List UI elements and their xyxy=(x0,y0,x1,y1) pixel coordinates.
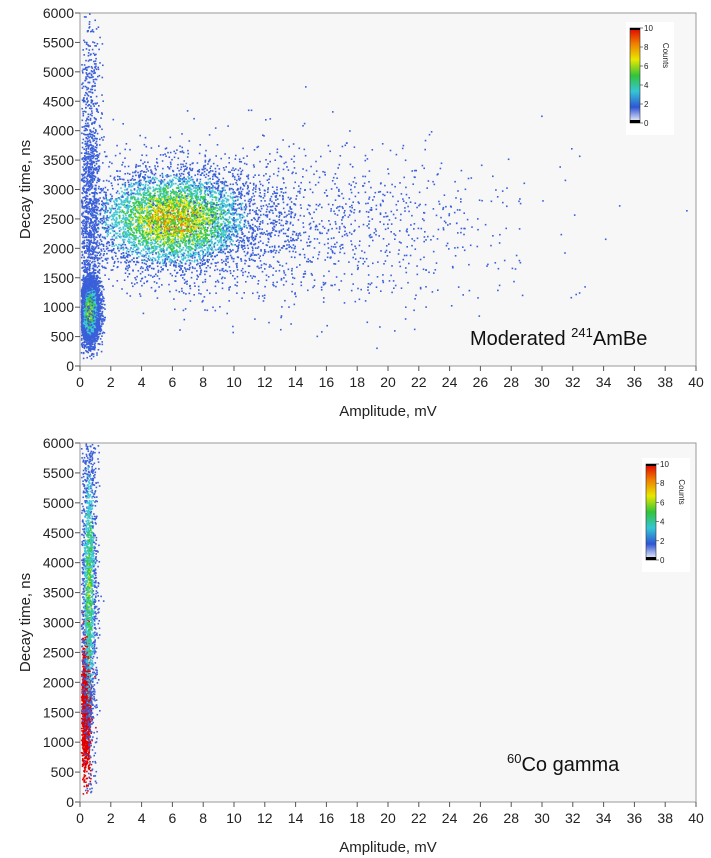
x-tick-label: 40 xyxy=(688,810,704,826)
colorbar-gradient xyxy=(629,27,641,124)
x-tick-label: 8 xyxy=(199,374,207,390)
y-tick-label: 2500 xyxy=(43,644,74,660)
x-tick-label: 10 xyxy=(226,810,242,826)
colorbar-tick-label: 8 xyxy=(644,43,649,52)
x-tick-label: 30 xyxy=(534,810,550,826)
x-tick-label: 28 xyxy=(503,810,519,826)
y-tick-label: 1500 xyxy=(43,270,74,286)
x-tick-label: 30 xyxy=(534,374,550,390)
colorbar: 0 2 4 6 8 10 Counts xyxy=(642,458,690,572)
x-tick-label: 36 xyxy=(627,810,643,826)
x-tick-label: 34 xyxy=(596,374,612,390)
x-tick-label: 22 xyxy=(411,374,427,390)
y-tick-label: 500 xyxy=(51,764,75,780)
y-tick-label: 2000 xyxy=(43,674,74,690)
colorbar-tick-label: 4 xyxy=(660,518,665,527)
y-tick-label: 5500 xyxy=(43,34,74,50)
y-tick-label: 3000 xyxy=(43,615,74,631)
y-tick-label: 0 xyxy=(66,794,74,810)
y-tick-label: 1500 xyxy=(43,704,74,720)
x-tick-label: 32 xyxy=(565,810,581,826)
heatmap-cells xyxy=(80,13,688,360)
y-tick-label: 5500 xyxy=(43,465,74,481)
y-axis-title: Decay time, ns xyxy=(17,573,34,672)
x-tick-label: 24 xyxy=(442,374,458,390)
colorbar-tick-label: 6 xyxy=(660,498,665,507)
colorbar-tick-label: 10 xyxy=(660,460,669,469)
y-tick-label: 5000 xyxy=(43,495,74,511)
y-tick-label: 1000 xyxy=(43,299,74,315)
x-tick-label: 4 xyxy=(138,374,146,390)
x-tick-label: 0 xyxy=(76,374,84,390)
y-tick-label: 3500 xyxy=(43,152,74,168)
x-tick-label: 6 xyxy=(169,810,177,826)
y-tick-label: 4000 xyxy=(43,555,74,571)
x-tick-label: 26 xyxy=(473,810,489,826)
y-tick-label: 5000 xyxy=(43,64,74,80)
x-tick-label: 10 xyxy=(226,374,242,390)
x-tick-label: 16 xyxy=(319,374,335,390)
x-tick-label: 8 xyxy=(199,810,207,826)
x-tick-label: 38 xyxy=(657,810,673,826)
x-tick-label: 14 xyxy=(288,374,304,390)
source-annotation: Moderated 241AmBe xyxy=(470,325,647,350)
x-tick-label: 26 xyxy=(473,374,489,390)
colorbar-gradient xyxy=(645,463,657,561)
x-tick-label: 16 xyxy=(319,810,335,826)
plot-area xyxy=(79,442,697,803)
heatmap-cells xyxy=(80,443,105,795)
x-tick-label: 32 xyxy=(565,374,581,390)
x-tick-label: 14 xyxy=(288,810,304,826)
y-tick-label: 2000 xyxy=(43,240,74,256)
x-tick-label: 12 xyxy=(257,374,273,390)
y-tick-label: 0 xyxy=(66,358,74,374)
colorbar-tick-label: 0 xyxy=(660,556,665,565)
y-tick-label: 3500 xyxy=(43,585,74,601)
x-tick-label: 20 xyxy=(380,374,396,390)
x-tick-label: 12 xyxy=(257,810,273,826)
y-tick-label: 4500 xyxy=(43,93,74,109)
x-axis-title: Amplitude, mV xyxy=(339,403,437,420)
x-axis-title: Amplitude, mV xyxy=(339,839,437,856)
x-tick-label: 18 xyxy=(349,374,365,390)
y-tick-label: 6000 xyxy=(43,5,74,21)
x-tick-label: 36 xyxy=(627,374,643,390)
x-tick-label: 2 xyxy=(107,810,115,826)
x-tick-label: 6 xyxy=(169,374,177,390)
y-tick-label: 6000 xyxy=(43,435,74,451)
y-tick-label: 1000 xyxy=(43,734,74,750)
y-axis-title: Decay time, ns xyxy=(17,140,34,239)
x-tick-label: 20 xyxy=(380,810,396,826)
heatmap-panel-2: 0 2 4 6 8 10 12 14 16 18 20 22 24 26 28 30 32 34 36 38 40050… xyxy=(17,435,704,856)
colorbar-tick-label: 6 xyxy=(644,62,649,71)
heatmap-panel-1: 0 2 4 6 8 10 12 14 16 18 20 22 24 26 28 30 32 34 36 38 40050… xyxy=(17,5,704,420)
colorbar: 0 2 4 6 8 10 Counts xyxy=(626,22,674,135)
x-tick-label: 34 xyxy=(596,810,612,826)
x-tick-label: 24 xyxy=(442,810,458,826)
colorbar-tick-label: 4 xyxy=(644,81,649,90)
x-tick-label: 22 xyxy=(411,810,427,826)
y-tick-label: 500 xyxy=(51,329,75,345)
x-tick-label: 2 xyxy=(107,374,115,390)
colorbar-label: Counts xyxy=(661,43,670,68)
x-tick-label: 40 xyxy=(688,374,704,390)
colorbar-tick-label: 10 xyxy=(644,24,653,33)
x-tick-label: 0 xyxy=(76,810,84,826)
x-tick-label: 4 xyxy=(138,810,146,826)
y-tick-label: 4500 xyxy=(43,525,74,541)
source-annotation: 60Co gamma xyxy=(507,751,620,776)
colorbar-tick-label: 2 xyxy=(644,100,649,109)
y-tick-label: 3000 xyxy=(43,182,74,198)
x-tick-label: 18 xyxy=(349,810,365,826)
x-tick-label: 28 xyxy=(503,374,519,390)
colorbar-tick-label: 2 xyxy=(660,537,665,546)
x-tick-label: 38 xyxy=(657,374,673,390)
colorbar-tick-label: 0 xyxy=(644,119,649,128)
colorbar-label: Counts xyxy=(677,479,686,504)
colorbar-tick-label: 8 xyxy=(660,479,665,488)
y-tick-label: 2500 xyxy=(43,211,74,227)
y-tick-label: 4000 xyxy=(43,123,74,139)
